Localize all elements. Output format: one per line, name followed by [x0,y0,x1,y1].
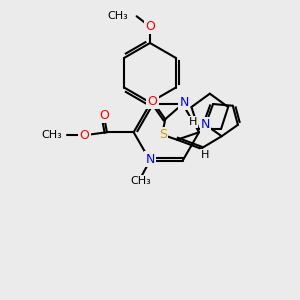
Text: N: N [179,96,189,109]
Text: S: S [159,128,167,141]
Text: CH₃: CH₃ [42,130,62,140]
Text: O: O [99,109,109,122]
Text: O: O [145,20,155,33]
Text: O: O [80,129,89,142]
Text: H: H [189,117,197,127]
Text: N: N [201,118,210,131]
Text: CH₃: CH₃ [131,176,152,186]
Text: CH₃: CH₃ [107,11,128,21]
Text: N: N [145,153,155,166]
Text: H: H [201,150,209,160]
Text: O: O [148,95,158,108]
